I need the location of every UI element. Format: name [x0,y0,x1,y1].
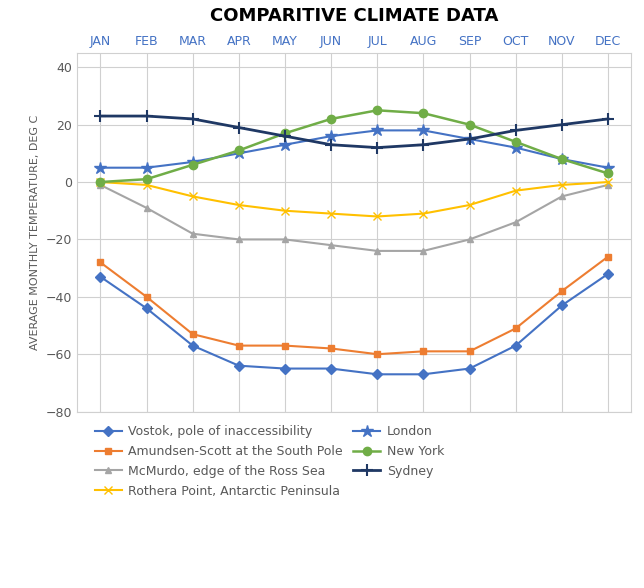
Vostok, pole of inaccessibility [558,302,565,309]
London [327,133,335,140]
London [512,144,520,151]
McMurdo, edge of the Ross Sea [235,236,243,243]
McMurdo, edge of the Ross Sea [189,230,196,237]
London [281,141,289,148]
Sydney [420,141,428,148]
London [466,135,473,142]
Vostok, pole of inaccessibility [327,365,335,372]
Line: New York: New York [96,106,612,186]
Amundsen-Scott at the South Pole [189,330,196,338]
New York [558,156,565,163]
Sydney [142,112,150,119]
Line: Amundsen-Scott at the South Pole: Amundsen-Scott at the South Pole [97,253,612,358]
Vostok, pole of inaccessibility [512,342,520,349]
McMurdo, edge of the Ross Sea [374,248,381,255]
New York [189,161,196,168]
McMurdo, edge of the Ross Sea [142,205,150,212]
Rothera Point, Antarctic Peninsula [512,187,520,194]
Sydney [512,127,520,134]
Sydney [374,144,381,151]
Line: Sydney: Sydney [95,111,614,153]
London [189,158,196,165]
Rothera Point, Antarctic Peninsula [374,213,381,220]
Amundsen-Scott at the South Pole [466,348,473,355]
McMurdo, edge of the Ross Sea [281,236,289,243]
Sydney [604,115,612,122]
Rothera Point, Antarctic Peninsula [189,193,196,200]
London [142,164,150,171]
New York [466,121,473,128]
Sydney [97,112,104,119]
Sydney [327,141,335,148]
Vostok, pole of inaccessibility [604,270,612,278]
Line: McMurdo, edge of the Ross Sea: McMurdo, edge of the Ross Sea [97,182,612,255]
New York [420,109,428,116]
Rothera Point, Antarctic Peninsula [142,181,150,188]
Amundsen-Scott at the South Pole [420,348,428,355]
Line: Vostok, pole of inaccessibility: Vostok, pole of inaccessibility [97,270,612,377]
Line: Rothera Point, Antarctic Peninsula: Rothera Point, Antarctic Peninsula [96,178,612,220]
Rothera Point, Antarctic Peninsula [604,179,612,186]
Rothera Point, Antarctic Peninsula [466,202,473,209]
Amundsen-Scott at the South Pole [604,253,612,260]
London [558,156,565,163]
McMurdo, edge of the Ross Sea [558,193,565,200]
McMurdo, edge of the Ross Sea [97,181,104,188]
Vostok, pole of inaccessibility [420,371,428,378]
Sydney [558,121,565,128]
McMurdo, edge of the Ross Sea [420,248,428,255]
London [97,164,104,171]
London [374,127,381,134]
Rothera Point, Antarctic Peninsula [97,179,104,186]
Sydney [466,135,473,142]
Amundsen-Scott at the South Pole [558,288,565,295]
Vostok, pole of inaccessibility [142,305,150,312]
New York [281,130,289,137]
Vostok, pole of inaccessibility [281,365,289,372]
Amundsen-Scott at the South Pole [235,342,243,349]
Vostok, pole of inaccessibility [97,273,104,280]
McMurdo, edge of the Ross Sea [512,219,520,226]
Rothera Point, Antarctic Peninsula [281,207,289,214]
Title: COMPARITIVE CLIMATE DATA: COMPARITIVE CLIMATE DATA [210,7,498,25]
New York [604,170,612,177]
Rothera Point, Antarctic Peninsula [420,210,428,217]
Amundsen-Scott at the South Pole [97,259,104,266]
London [420,127,428,134]
Vostok, pole of inaccessibility [466,365,473,372]
Amundsen-Scott at the South Pole [281,342,289,349]
Vostok, pole of inaccessibility [235,362,243,369]
Sydney [189,115,196,122]
New York [142,176,150,183]
New York [327,115,335,122]
New York [97,179,104,186]
Amundsen-Scott at the South Pole [142,293,150,300]
Rothera Point, Antarctic Peninsula [235,202,243,209]
Legend: Vostok, pole of inaccessibility, Amundsen-Scott at the South Pole, McMurdo, edge: Vostok, pole of inaccessibility, Amundse… [95,425,444,497]
McMurdo, edge of the Ross Sea [604,181,612,188]
Rothera Point, Antarctic Peninsula [327,210,335,217]
London [604,164,612,171]
Vostok, pole of inaccessibility [374,371,381,378]
Amundsen-Scott at the South Pole [374,350,381,358]
Amundsen-Scott at the South Pole [512,325,520,332]
Rothera Point, Antarctic Peninsula [558,181,565,188]
Sydney [281,133,289,140]
New York [512,138,520,145]
Amundsen-Scott at the South Pole [327,345,335,352]
Vostok, pole of inaccessibility [189,342,196,349]
Y-axis label: AVERAGE MONTHLY TEMPERATURE, DEG C: AVERAGE MONTHLY TEMPERATURE, DEG C [30,115,41,350]
McMurdo, edge of the Ross Sea [466,236,473,243]
Sydney [235,124,243,131]
London [235,150,243,157]
New York [374,107,381,114]
McMurdo, edge of the Ross Sea [327,242,335,249]
New York [235,147,243,154]
Line: London: London [94,124,614,174]
